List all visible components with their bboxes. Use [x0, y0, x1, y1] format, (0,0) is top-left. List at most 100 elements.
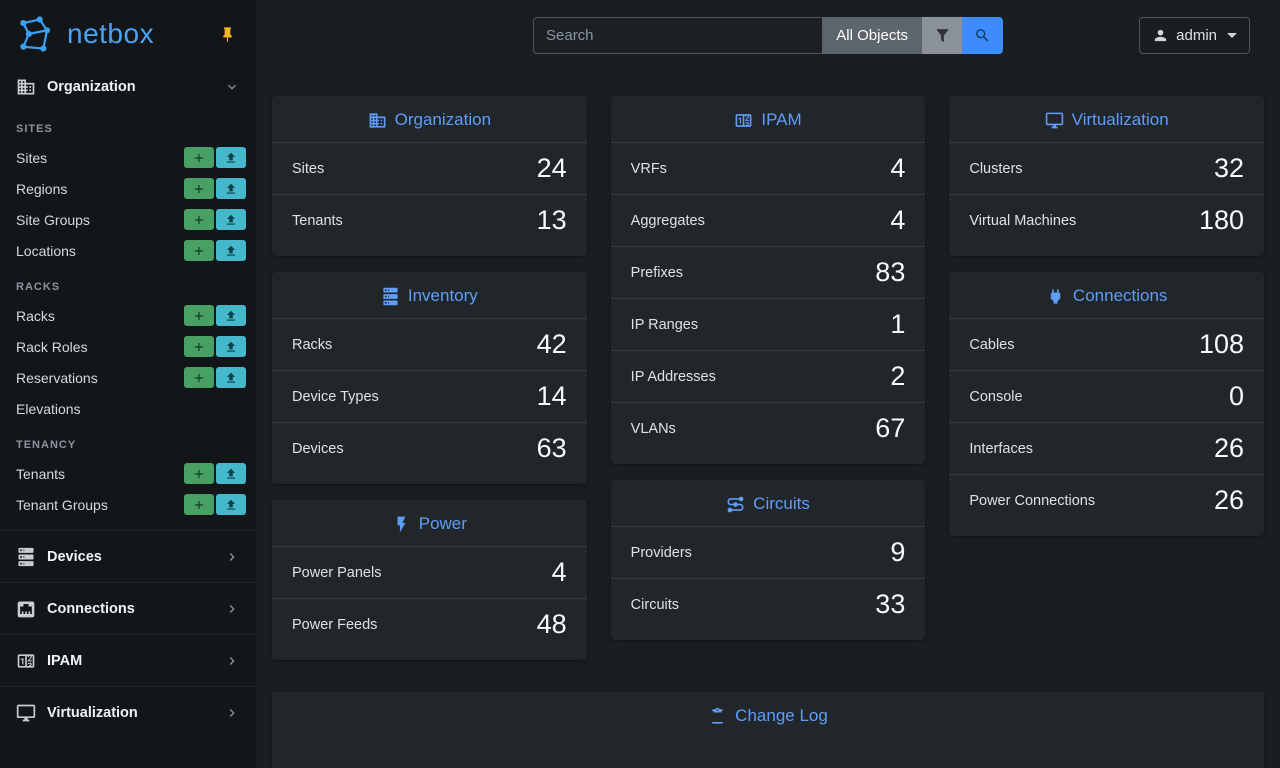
stat-label-console[interactable]: Console — [969, 388, 1023, 405]
sidebar-section-organization[interactable]: Organization — [0, 66, 256, 108]
stat-value-cables[interactable]: 108 — [1198, 329, 1245, 359]
sidebar-link-regions[interactable]: Regions — [16, 180, 68, 197]
tenants-add-button[interactable] — [184, 463, 214, 484]
stat-label-power-panels[interactable]: Power Panels — [292, 564, 382, 581]
stat-value-vlans[interactable]: 67 — [875, 413, 906, 443]
stat-label-aggregates[interactable]: Aggregates — [630, 212, 705, 229]
card-connections: Connections Cables 108 Console 0 Interfa… — [949, 272, 1265, 536]
stat-label-power-connections[interactable]: Power Connections — [969, 492, 1096, 509]
filter-icon — [934, 27, 951, 44]
rack-roles-add-button[interactable] — [184, 336, 214, 357]
stat-label-vlans[interactable]: VLANs — [630, 420, 676, 437]
card-title-connections[interactable]: Connections — [1072, 286, 1168, 305]
stat-label-ip-addresses[interactable]: IP Addresses — [630, 368, 716, 385]
sidebar-section-virtualization[interactable]: Virtualization — [0, 686, 256, 738]
site-groups-add-button[interactable] — [184, 209, 214, 230]
stat-label-circuits[interactable]: Circuits — [630, 596, 680, 613]
sidebar-link-site-groups[interactable]: Site Groups — [16, 211, 90, 228]
card-title-virtualization[interactable]: Virtualization — [1071, 110, 1169, 129]
sidebar-item-regions: Regions — [0, 173, 256, 204]
stat-value-clusters[interactable]: 32 — [1213, 153, 1245, 183]
stat-label-providers[interactable]: Providers — [630, 544, 692, 561]
sites-import-button[interactable] — [216, 147, 246, 168]
sidebar-link-elevations[interactable]: Elevations — [16, 400, 81, 417]
stat-value-device-types[interactable]: 14 — [536, 381, 567, 411]
sidebar-section-devices[interactable]: Devices — [0, 530, 256, 582]
tenant-groups-import-button[interactable] — [216, 494, 246, 515]
sites-add-button[interactable] — [184, 147, 214, 168]
regions-import-button[interactable] — [216, 178, 246, 199]
stat-value-power-connections[interactable]: 26 — [1213, 485, 1245, 515]
card-title-changelog[interactable]: Change Log — [735, 706, 828, 725]
netbox-logo[interactable]: netbox — [14, 14, 154, 54]
stat-value-tenants[interactable]: 13 — [536, 205, 567, 235]
card-title-power[interactable]: Power — [418, 514, 467, 533]
stat-label-devices[interactable]: Devices — [292, 440, 344, 457]
stat-label-clusters[interactable]: Clusters — [969, 160, 1023, 177]
search-button[interactable] — [962, 17, 1003, 54]
tenant-groups-add-button[interactable] — [184, 494, 214, 515]
stat-label-vrfs[interactable]: VRFs — [630, 160, 667, 177]
stat-label-racks[interactable]: Racks — [292, 336, 333, 353]
stat-label-sites[interactable]: Sites — [292, 160, 325, 177]
stat-row: Sites 24 — [272, 142, 587, 194]
pin-sidebar-button[interactable] — [215, 22, 240, 47]
sidebar-link-locations[interactable]: Locations — [16, 242, 76, 259]
search-input[interactable] — [533, 17, 823, 54]
card-title-organization[interactable]: Organization — [394, 110, 492, 129]
sidebar-link-tenant-groups[interactable]: Tenant Groups — [16, 496, 108, 513]
stat-value-sites[interactable]: 24 — [536, 153, 567, 183]
stat-value-vrfs[interactable]: 4 — [890, 153, 906, 183]
regions-add-button[interactable] — [184, 178, 214, 199]
plus-icon — [192, 498, 206, 512]
reservations-import-button[interactable] — [216, 367, 246, 388]
stat-value-prefixes[interactable]: 83 — [875, 257, 906, 287]
stat-value-interfaces[interactable]: 26 — [1213, 433, 1245, 463]
sidebar-section-ipam[interactable]: IPAM — [0, 634, 256, 686]
stat-value-virtual-machines[interactable]: 180 — [1198, 205, 1245, 235]
locations-add-button[interactable] — [184, 240, 214, 261]
stat-value-aggregates[interactable]: 4 — [890, 205, 906, 235]
stat-label-virtual-machines[interactable]: Virtual Machines — [969, 212, 1077, 229]
card-title-ipam[interactable]: IPAM — [761, 110, 802, 129]
stat-value-power-feeds[interactable]: 48 — [536, 609, 567, 639]
racks-import-button[interactable] — [216, 305, 246, 326]
tenants-import-button[interactable] — [216, 463, 246, 484]
sidebar-link-tenants[interactable]: Tenants — [16, 465, 66, 482]
user-menu-button[interactable]: admin — [1139, 17, 1250, 54]
dashboard-column-1: Organization Sites 24 Tenants 13 Inv — [272, 96, 587, 660]
sidebar-link-racks[interactable]: Racks — [16, 307, 55, 324]
stat-label-ip-ranges[interactable]: IP Ranges — [630, 316, 699, 333]
monitor-icon — [1045, 111, 1064, 130]
rack-roles-import-button[interactable] — [216, 336, 246, 357]
locations-import-button[interactable] — [216, 240, 246, 261]
sidebar-link-sites[interactable]: Sites — [16, 149, 48, 166]
stat-label-cables[interactable]: Cables — [969, 336, 1015, 353]
racks-add-button[interactable] — [184, 305, 214, 326]
search-scope-button[interactable]: All Objects — [822, 17, 922, 54]
card-title-circuits[interactable]: Circuits — [753, 494, 810, 513]
sidebar-item-tenants: Tenants — [0, 458, 256, 489]
dashboard: Organization Sites 24 Tenants 13 Inv — [272, 96, 1265, 660]
filter-button[interactable] — [922, 17, 962, 54]
stat-label-device-types[interactable]: Device Types — [292, 388, 379, 405]
stat-value-power-panels[interactable]: 4 — [551, 557, 567, 587]
stat-label-prefixes[interactable]: Prefixes — [630, 264, 684, 281]
stat-value-racks[interactable]: 42 — [536, 329, 567, 359]
reservations-add-button[interactable] — [184, 367, 214, 388]
counter-icon — [16, 651, 36, 671]
sidebar-link-rack-roles[interactable]: Rack Roles — [16, 338, 88, 355]
stat-value-ip-ranges[interactable]: 1 — [890, 309, 906, 339]
sidebar-link-reservations[interactable]: Reservations — [16, 369, 98, 386]
card-title-inventory[interactable]: Inventory — [407, 286, 478, 305]
stat-value-circuits[interactable]: 33 — [875, 589, 906, 619]
sidebar-section-connections[interactable]: Connections — [0, 582, 256, 634]
stat-value-devices[interactable]: 63 — [536, 433, 567, 463]
stat-label-tenants[interactable]: Tenants — [292, 212, 343, 229]
stat-label-power-feeds[interactable]: Power Feeds — [292, 616, 378, 633]
site-groups-import-button[interactable] — [216, 209, 246, 230]
stat-value-providers[interactable]: 9 — [890, 537, 906, 567]
stat-label-interfaces[interactable]: Interfaces — [969, 440, 1034, 457]
stat-value-ip-addresses[interactable]: 2 — [890, 361, 906, 391]
stat-value-console[interactable]: 0 — [1228, 381, 1245, 411]
